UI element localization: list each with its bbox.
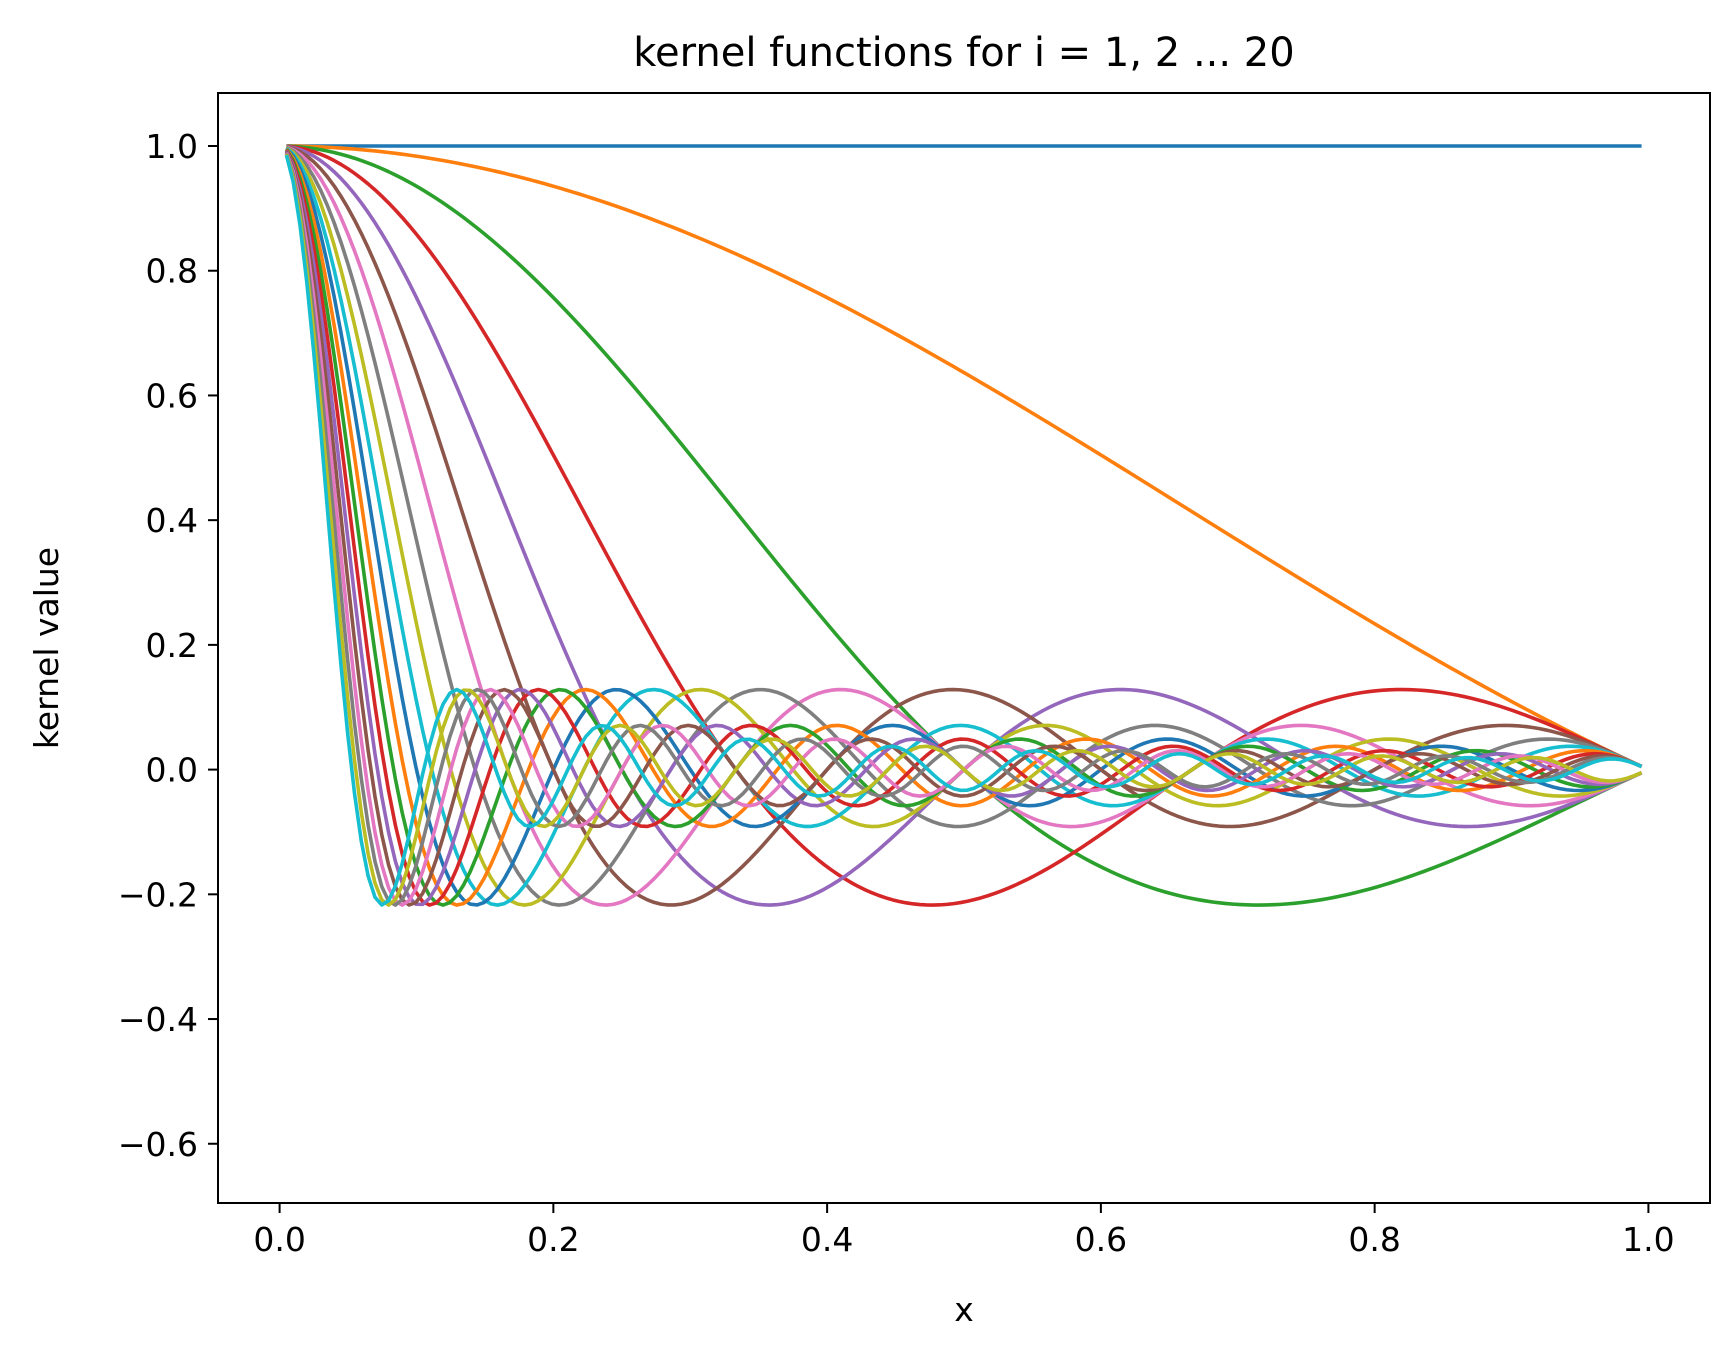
series-line-i-4: [286, 144, 1643, 907]
series-line-i-20: [284, 154, 1643, 907]
series-line-i-19: [284, 153, 1643, 907]
y-tick-label: −0.2: [118, 875, 198, 914]
y-axis: −0.6 −0.4 −0.2 0.0 0.2 0.4 0.6 0.8 1.0: [118, 127, 218, 1164]
series-line-i-10: [285, 146, 1643, 907]
series-layer: [284, 144, 1643, 907]
x-axis-label: x: [954, 1290, 974, 1329]
series-line-i-16: [284, 151, 1643, 907]
y-tick-label: −0.6: [118, 1125, 198, 1164]
x-tick-label: 0.2: [527, 1220, 579, 1259]
y-tick-label: 0.6: [146, 376, 198, 415]
x-tick-label: 0.6: [1075, 1220, 1127, 1259]
x-tick-label: 1.0: [1622, 1220, 1674, 1259]
x-tick-label: 0.4: [801, 1220, 853, 1259]
x-tick-label: 0.0: [253, 1220, 305, 1259]
chart-title: kernel functions for i = 1, 2 ... 20: [633, 30, 1294, 76]
y-tick-label: 0.0: [146, 751, 198, 790]
y-tick-label: 0.8: [146, 252, 198, 291]
x-tick-label: 0.8: [1348, 1220, 1400, 1259]
y-axis-label: kernel value: [27, 547, 66, 749]
y-tick-label: −0.4: [118, 1000, 198, 1039]
y-tick-label: 0.2: [146, 626, 198, 665]
y-tick-label: 0.4: [146, 501, 198, 540]
y-tick-label: 1.0: [146, 127, 198, 166]
series-line-i-6: [285, 144, 1643, 907]
series-line-i-18: [284, 152, 1643, 907]
plot-area-frame: [217, 92, 1711, 1204]
x-axis: 0.0 0.2 0.4 0.6 0.8 1.0: [253, 1203, 1675, 1259]
series-line-i-2: [286, 144, 1643, 769]
